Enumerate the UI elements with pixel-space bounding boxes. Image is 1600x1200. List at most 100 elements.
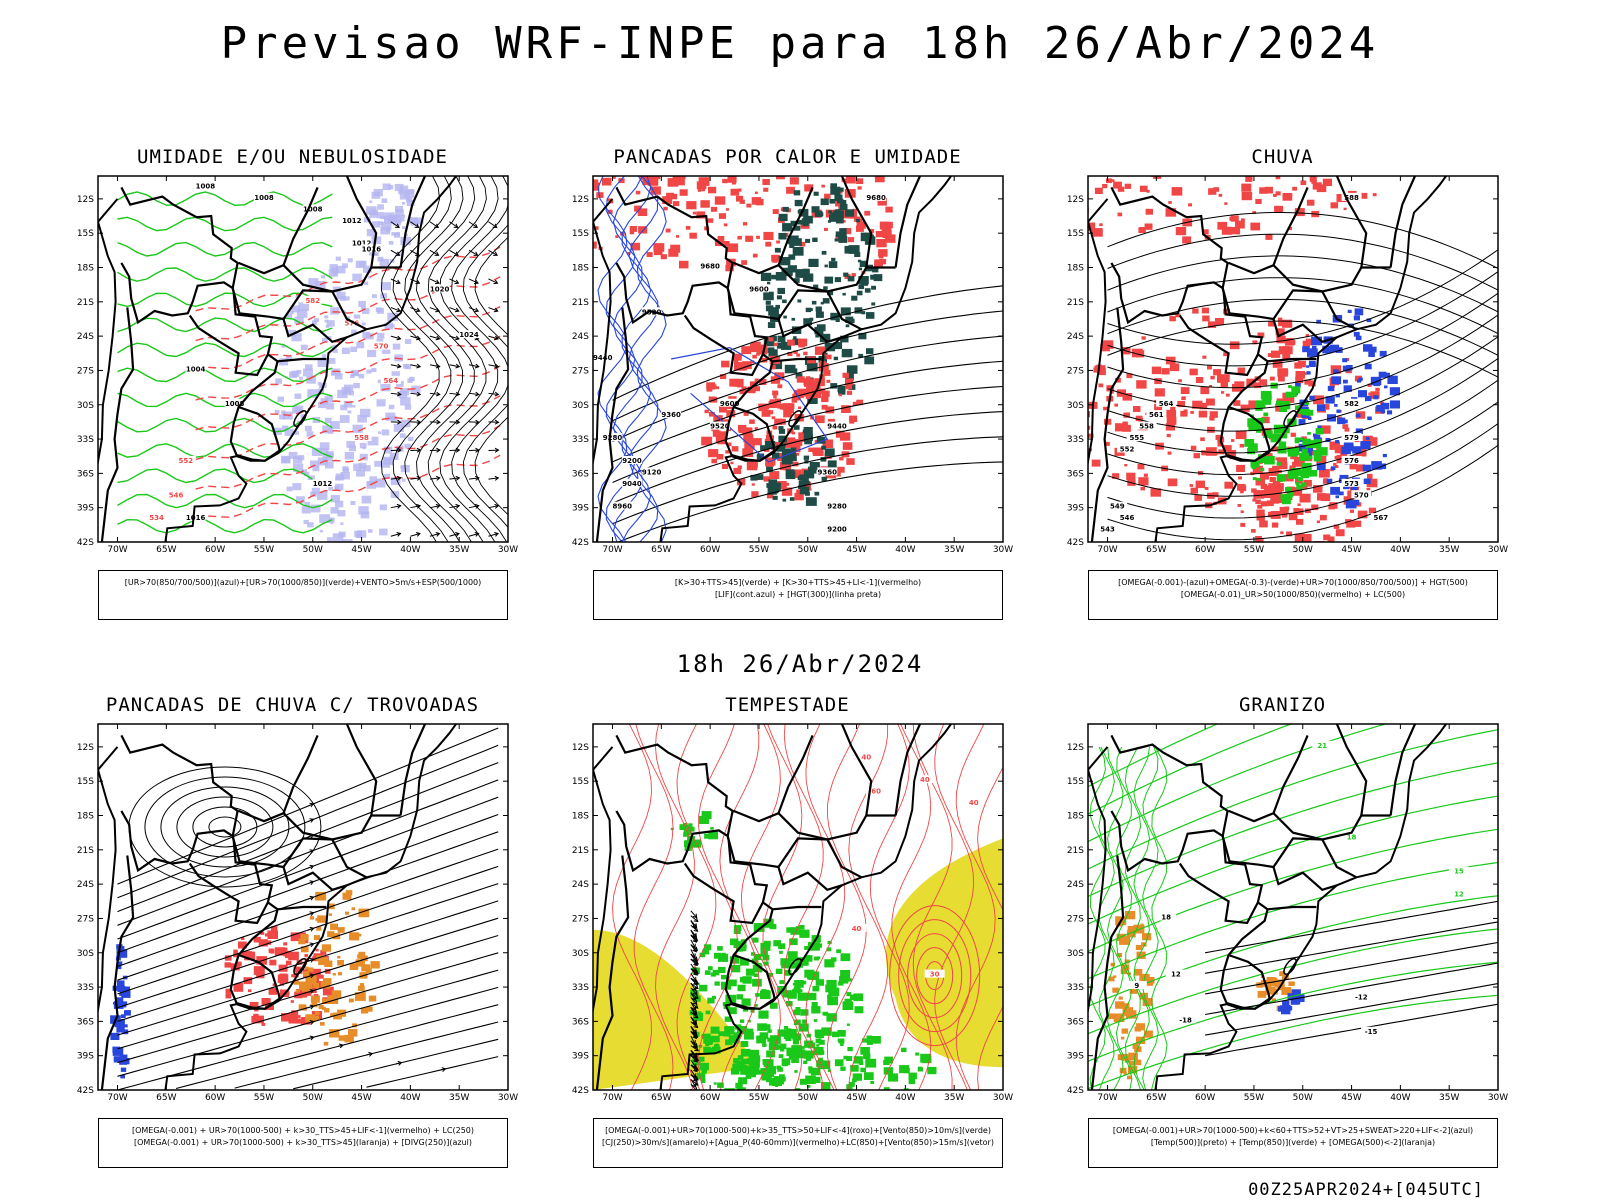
map-frame [1087,723,1499,1091]
humidity-area [399,185,409,193]
rain-red [1342,424,1349,429]
wind850-green [850,994,857,1000]
humidity-area [368,275,372,279]
convective-teal [794,225,801,231]
humidity-area [319,529,323,533]
wind-vector [693,979,699,985]
humidity-area [310,460,319,468]
convective-teal [767,487,777,495]
rain-red [1133,406,1141,412]
humidity-area [358,506,369,515]
rain-red [1224,481,1234,489]
contour-label: 18 [1161,913,1171,921]
wind850-green [813,1019,818,1022]
country-border [1228,809,1391,841]
lc850-streamline [955,724,996,1090]
contour-label: 1008 [196,182,216,190]
wind-vector [690,924,698,932]
rain-red [1261,489,1272,498]
thunderstorm-red [235,982,243,989]
wind850-green [815,1038,822,1044]
wind-vector [690,944,698,951]
wind850-green [818,1039,825,1045]
convective-teal [835,209,841,214]
thunderstorm-orange [316,926,322,931]
thermal-convection-red [750,461,758,468]
rain-green [1255,400,1266,408]
thunderstorm-orange [338,929,342,932]
hgt300-contour [612,360,1003,463]
thermal-convection-red [786,166,792,170]
thermal-convection-red [768,400,778,408]
thermal-convection-red [821,390,830,397]
thunderstorm-orange [344,1034,354,1043]
rain-blue [1306,365,1310,368]
contour-label-bg [963,798,984,807]
wind-vector [390,392,401,396]
country-border [331,838,368,879]
thermal-convection-red [737,465,742,469]
thunderstorm-orange [323,978,332,985]
lat-label: 15S [572,777,589,787]
wind850-green [863,1053,871,1059]
thunderstorm-red [272,983,276,986]
lc250-streamline-arrow [307,1021,314,1024]
thermal-convection-red [796,376,805,383]
humidity-area [395,232,400,236]
rain-red [1251,488,1257,493]
omega500-orange [1118,996,1123,1000]
convective-teal [792,338,801,346]
convective-teal [804,427,809,431]
thermal-convection-red [670,244,681,253]
wind-vector [434,251,440,256]
humidity-area [395,205,403,213]
rain-green [1259,457,1266,463]
divergence-blue [113,1056,122,1063]
rain-red [1322,178,1332,186]
thunderstorm-red [290,1000,294,1003]
country-border [1110,734,1229,841]
thunderstorm-orange [337,955,341,959]
thermal-convection-red [696,211,706,219]
contour-label: 564 [1159,400,1174,408]
thermal-convection-red [874,176,885,183]
rain-red [1305,338,1315,346]
wind-vector [416,419,422,425]
rain-green [1308,469,1318,477]
lc850-streamline [912,724,953,1090]
thermal-convection-red [607,209,613,214]
humidity-area [328,486,334,491]
thermal-convection-red [752,354,757,359]
humidity-area [330,307,340,315]
rain-red [1167,478,1178,487]
wind850-green [862,1038,868,1043]
convective-teal [801,218,807,223]
thermal-convection-red [752,438,762,446]
hgt500-streamline [1107,320,1498,378]
convective-teal [787,450,796,458]
contour-label-bg [1136,421,1157,430]
thunderstorm-orange [314,1011,320,1015]
humidity-area [370,209,378,216]
contour-label: -15 [1365,1028,1378,1036]
cyclone-contour [889,905,981,1047]
omega500-orange [1124,911,1136,920]
wind-vector [690,968,699,975]
humidity-area [347,258,353,263]
country-border [894,176,922,268]
humidity-area [310,491,317,497]
thunderstorm-red [270,926,278,932]
humidity-area [342,539,353,542]
thermal-convection-red [771,416,776,420]
wind850-green [704,833,711,839]
contour-label-bg [709,421,730,430]
convective-teal [814,491,820,496]
contour-label-bg [302,295,323,304]
thermal-convection-red [772,390,779,396]
rain-green [1276,474,1287,482]
wind850-green [793,1104,796,1107]
humidity-area [295,295,299,298]
lagoa-dos-patos [1283,410,1297,427]
thermal-convection-red [852,208,857,213]
thunderstorm-red [267,930,278,939]
